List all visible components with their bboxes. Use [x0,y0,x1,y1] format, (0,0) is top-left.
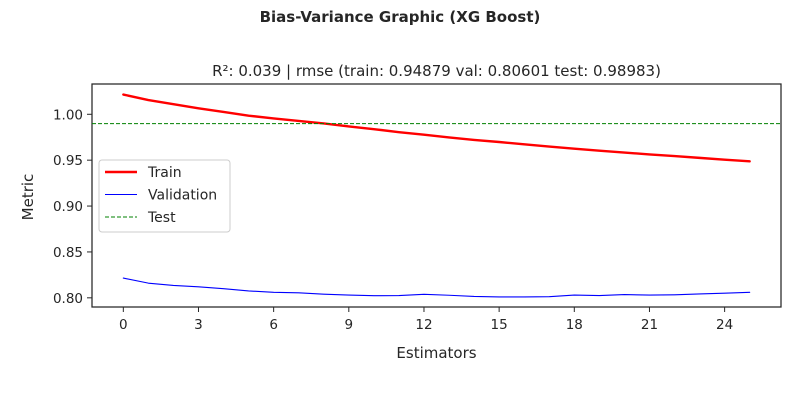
x-tick-label: 21 [641,317,658,333]
x-tick-label: 12 [415,317,432,333]
series-layer [92,93,781,298]
legend: Train Validation Test [98,159,231,233]
legend-label-validation: Validation [148,188,217,204]
x-tick-label: 6 [269,317,278,333]
series-line-train [122,93,751,163]
y-axis-ticks: 0.80 0.85 0.90 0.95 1.00 [53,107,92,307]
x-tick-label: 9 [345,317,354,333]
y-tick-label: 0.95 [53,153,83,169]
y-tick-label: 0.80 [53,291,83,307]
y-tick-label: 1.00 [53,107,83,123]
y-axis-label: Metric [19,174,37,221]
legend-label-test: Test [147,210,176,226]
x-tick-label: 3 [194,317,203,333]
x-axis-label: Estimators [396,344,476,362]
x-tick-label: 0 [119,317,128,333]
series-line-validation [122,277,751,298]
legend-entries: Train Validation Test [105,165,217,226]
figure-suptitle: Bias-Variance Graphic (XG Boost) [260,8,541,26]
x-tick-label: 15 [491,317,508,333]
y-tick-label: 0.85 [53,245,83,261]
legend-frame [98,159,231,233]
chart-title: R²: 0.039 | rmse (train: 0.94879 val: 0.… [212,62,661,80]
y-tick-label: 0.90 [53,199,83,215]
x-tick-label: 18 [566,317,583,333]
x-tick-label: 24 [716,317,733,333]
x-axis-ticks: 0 3 6 9 12 15 18 21 24 [119,307,733,333]
legend-label-train: Train [147,165,182,181]
